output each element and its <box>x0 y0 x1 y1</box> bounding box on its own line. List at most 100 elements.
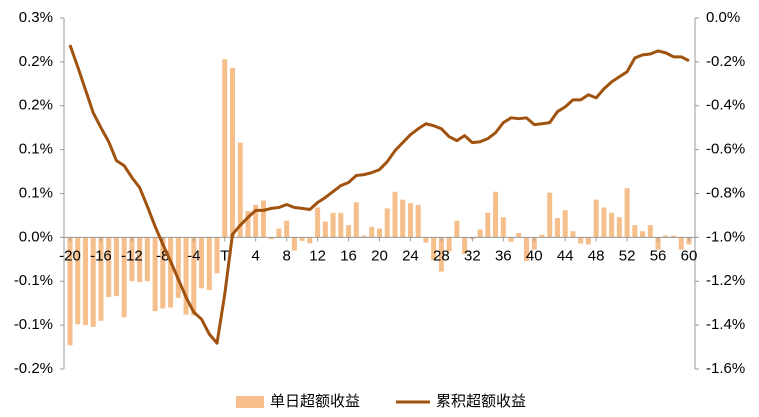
x-tick-label: 28 <box>433 247 450 264</box>
bar <box>346 225 352 238</box>
bar <box>137 237 143 283</box>
y-tick-label: 0.3% <box>19 9 53 26</box>
bar <box>260 200 266 238</box>
bar <box>90 237 96 327</box>
bar <box>392 191 398 238</box>
y-tick-label: 0.0% <box>19 228 53 245</box>
x-tick-label: 12 <box>309 247 326 264</box>
bar <box>663 235 669 238</box>
bar <box>616 217 622 238</box>
bar <box>678 237 684 250</box>
bar <box>206 237 212 291</box>
bar <box>291 237 297 251</box>
bar <box>307 237 313 244</box>
bar <box>400 199 406 238</box>
x-tick-label: 56 <box>650 247 667 264</box>
x-tick-label: 52 <box>619 247 636 264</box>
bar <box>67 237 73 346</box>
x-tick-label: 44 <box>557 247 574 264</box>
y-tick-label: -0.1% <box>14 316 53 333</box>
x-tick-label: T <box>220 247 229 264</box>
bar <box>299 237 305 241</box>
bar <box>508 237 514 242</box>
bar <box>237 142 243 238</box>
bar <box>554 218 560 238</box>
x-tick-label: 48 <box>588 247 605 264</box>
bar <box>524 237 530 262</box>
y2-tick-label: -0.4% <box>706 97 745 114</box>
x-tick-label: -4 <box>187 247 200 264</box>
x-tick-label: 32 <box>464 247 481 264</box>
bar <box>632 225 638 238</box>
bar <box>539 234 545 238</box>
bar <box>609 212 615 238</box>
y-tick-label: 0.1% <box>19 184 53 201</box>
bar <box>75 237 81 325</box>
bar <box>593 199 599 238</box>
bar <box>144 237 150 282</box>
bar <box>423 237 429 243</box>
bar <box>570 231 576 238</box>
x-tick-label: 4 <box>252 247 260 264</box>
y2-tick-label: -0.8% <box>706 184 745 201</box>
bar <box>516 232 522 238</box>
bar <box>485 212 491 238</box>
bar <box>671 235 677 238</box>
bar <box>113 237 119 297</box>
bar <box>229 68 235 238</box>
bar <box>268 237 274 240</box>
bar <box>562 210 568 238</box>
y-tick-label: -0.2% <box>14 360 53 377</box>
x-tick-label: 8 <box>282 247 290 264</box>
x-tick-label: -20 <box>59 247 81 264</box>
bar <box>168 237 174 308</box>
bar <box>454 220 460 238</box>
bar <box>245 211 251 238</box>
bar <box>531 237 537 250</box>
y-tick-label: 0.2% <box>19 53 53 70</box>
bar <box>315 207 321 238</box>
bar <box>647 225 653 238</box>
bar <box>384 208 390 238</box>
bar <box>438 237 444 272</box>
bar <box>183 237 189 315</box>
bar <box>152 237 158 312</box>
bar <box>446 237 452 252</box>
bar <box>330 212 336 238</box>
x-tick-label: 20 <box>371 247 388 264</box>
x-tick-label: -12 <box>121 247 143 264</box>
bar <box>82 237 88 326</box>
y2-tick-label: 0.0% <box>706 9 740 26</box>
bar <box>462 237 468 255</box>
bar <box>361 235 367 238</box>
x-tick-label: 60 <box>681 247 698 264</box>
y2-tick-label: -1.2% <box>706 272 745 289</box>
bar <box>121 237 127 318</box>
y2-tick-label: -0.2% <box>706 53 745 70</box>
y2-tick-label: -1.4% <box>706 316 745 333</box>
bar <box>106 237 112 298</box>
bar <box>214 237 220 274</box>
bar <box>191 237 197 316</box>
legend-label: 单日超额收益 <box>270 393 360 410</box>
bar <box>377 228 382 238</box>
line <box>68 44 690 345</box>
bar <box>199 237 205 289</box>
bar <box>477 229 483 238</box>
legend-swatch <box>236 396 264 408</box>
bar <box>276 228 282 238</box>
y-tick-label: -0.1% <box>14 272 53 289</box>
x-tick-label: 24 <box>402 247 419 264</box>
bar <box>547 192 553 238</box>
bar <box>415 204 421 238</box>
bar <box>284 220 290 238</box>
bar <box>353 202 359 238</box>
bar <box>253 204 259 238</box>
bar <box>98 237 104 321</box>
x-tick-label: 36 <box>495 247 512 264</box>
y-tick-label: 0.1% <box>19 141 53 158</box>
bar <box>500 217 506 238</box>
y2-tick-label: -1.0% <box>706 228 745 245</box>
bar <box>407 203 413 238</box>
bar <box>601 207 607 238</box>
